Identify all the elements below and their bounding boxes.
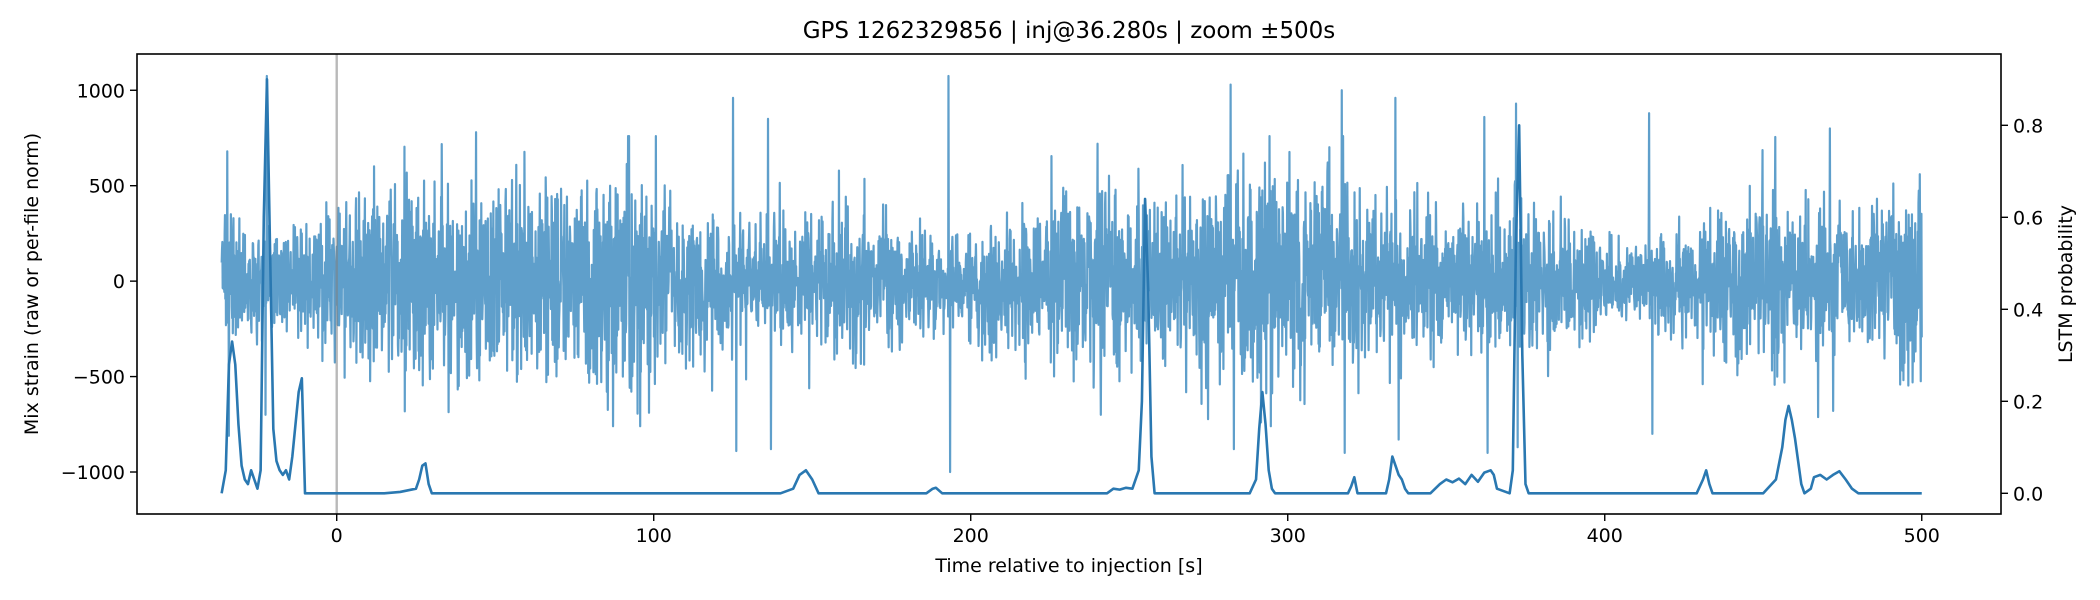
y2-tick-label: 0.4 — [2013, 299, 2043, 321]
plot-area — [220, 54, 1923, 514]
x-tick-label: 100 — [636, 525, 672, 547]
plot-frame — [136, 53, 2002, 515]
y2-tick-label: 0.6 — [2013, 207, 2043, 229]
y-tick-label: 1000 — [77, 80, 125, 102]
y-tick-label: −500 — [73, 367, 125, 389]
y-tick-label: 500 — [89, 176, 125, 198]
y2-axis-title: LSTM probability — [2055, 205, 2077, 363]
axes: 0 100 200 300 400 500 −1000 −500 0 500 1000 0.0 0.2 0… — [61, 53, 2043, 547]
y2-tick-label: 0.8 — [2013, 115, 2043, 137]
y-tick-label: −1000 — [61, 462, 125, 484]
x-tick-label: 0 — [331, 525, 343, 547]
chart-title: GPS 1262329856 | inj@36.280s | zoom ±500… — [803, 18, 1336, 44]
y2-tick-label: 0.0 — [2013, 483, 2043, 505]
plot-inner — [220, 54, 1923, 514]
strain-series-line — [220, 74, 1923, 474]
x-axis-title: Time relative to injection [s] — [934, 555, 1202, 577]
x-tick-label: 500 — [1904, 525, 1940, 547]
y-axis-title: Mix strain (raw or per-file norm) — [21, 133, 43, 435]
y2-tick-label: 0.2 — [2013, 391, 2043, 413]
y-tick-label: 0 — [113, 271, 125, 293]
x-tick-label: 400 — [1587, 525, 1623, 547]
x-tick-label: 300 — [1270, 525, 1306, 547]
x-tick-label: 200 — [953, 525, 989, 547]
lstm-probability-line — [220, 78, 1922, 495]
